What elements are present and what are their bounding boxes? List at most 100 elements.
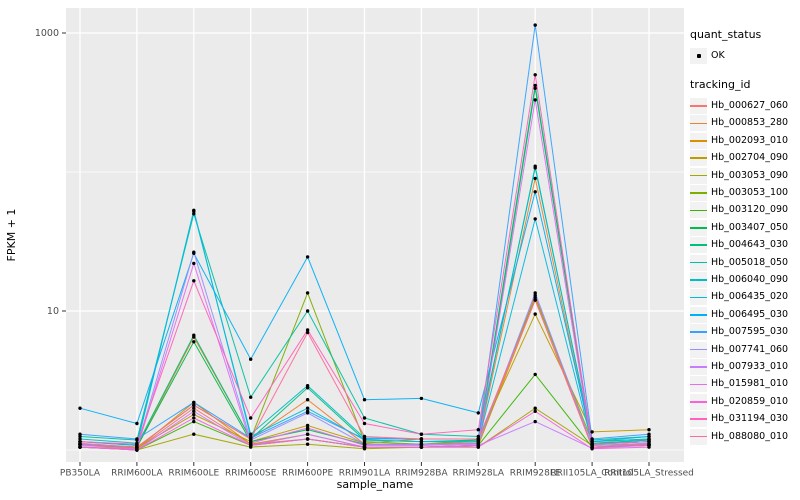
line-key-icon xyxy=(690,237,707,254)
data-point xyxy=(533,295,537,300)
legend-item-label: Hb_006040_090 xyxy=(711,273,789,285)
line-key-icon xyxy=(690,393,707,410)
line-key-icon xyxy=(690,341,707,358)
legend-item-label: Hb_015981_010 xyxy=(711,378,789,390)
data-point xyxy=(249,437,253,441)
y-axis-title: FPKM + 1 xyxy=(5,209,18,262)
legend-item-Hb_003053_100: Hb_003053_100 xyxy=(690,184,798,202)
x-tick-label: PB350LA xyxy=(60,469,101,479)
legend-item-Hb_007741_060: Hb_007741_060 xyxy=(690,341,798,358)
data-point xyxy=(533,86,537,91)
legend-item-label: Hb_004643_030 xyxy=(711,239,789,251)
data-point xyxy=(135,437,139,441)
data-point xyxy=(533,23,537,27)
line-key-icon xyxy=(690,376,707,393)
data-point xyxy=(249,395,253,399)
legend-item-label: Hb_007741_060 xyxy=(711,343,789,355)
legend-title-quant-status: quant_status xyxy=(690,28,762,41)
data-point xyxy=(476,442,480,446)
data-point xyxy=(533,372,537,377)
data-point xyxy=(192,261,196,266)
data-point xyxy=(533,419,537,424)
line-key-icon xyxy=(690,254,707,271)
legend-item-Hb_020859_010: Hb_020859_010 xyxy=(690,393,798,410)
line-key-icon xyxy=(690,411,707,428)
line-key-icon xyxy=(690,271,707,288)
legend-item-Hb_000853_280: Hb_000853_280 xyxy=(690,115,798,132)
x-tick-label: RRIM928LE xyxy=(510,469,561,479)
legend-item-label: OK xyxy=(711,49,725,61)
data-point xyxy=(305,437,310,441)
legend-item-Hb_002093_010: Hb_002093_010 xyxy=(690,132,798,149)
legend-item-label: Hb_000853_280 xyxy=(711,117,789,129)
plot-panel xyxy=(66,8,684,462)
data-point xyxy=(135,445,139,449)
data-point xyxy=(78,445,82,449)
x-axis-title: sample_name xyxy=(337,478,414,491)
data-point xyxy=(419,437,424,441)
data-point xyxy=(590,445,594,449)
data-point xyxy=(305,423,310,428)
data-point xyxy=(362,434,367,439)
data-point xyxy=(305,411,310,415)
legend-item-Hb_002704_090: Hb_002704_090 xyxy=(690,150,798,167)
legend-item-Hb_007933_010: Hb_007933_010 xyxy=(690,358,798,375)
data-point xyxy=(192,333,196,337)
x-tick-label: RRIM600LE xyxy=(168,469,219,479)
data-point xyxy=(362,421,367,426)
data-point xyxy=(533,73,537,77)
data-point xyxy=(78,441,82,445)
data-point xyxy=(533,409,537,413)
legend-item-label: Hb_020859_010 xyxy=(711,395,789,407)
data-point xyxy=(192,419,196,424)
data-point xyxy=(533,291,537,295)
data-point xyxy=(476,437,480,441)
data-point xyxy=(590,442,594,446)
legend-item-Hb_006495_030: Hb_006495_030 xyxy=(690,306,798,323)
data-point xyxy=(590,430,594,434)
data-point xyxy=(362,416,367,420)
legend-item-label: Hb_003407_050 xyxy=(711,221,789,233)
data-point xyxy=(249,416,253,420)
data-point xyxy=(305,328,310,332)
data-point xyxy=(476,428,480,432)
data-point xyxy=(476,445,480,449)
data-point xyxy=(305,426,310,430)
legend-item-label: Hb_006435_020 xyxy=(711,291,789,303)
legend-item-label: Hb_003053_090 xyxy=(711,169,789,181)
data-point xyxy=(135,421,139,426)
legend-item-label: Hb_007595_030 xyxy=(711,326,789,338)
data-point xyxy=(533,312,537,316)
data-point xyxy=(533,190,537,194)
data-point xyxy=(533,406,537,410)
data-point xyxy=(192,250,196,254)
data-point xyxy=(305,291,310,295)
legend-item-label: Hb_088080_010 xyxy=(711,430,789,442)
legend-item-Hb_000627_060: Hb_000627_060 xyxy=(690,97,798,115)
data-point xyxy=(419,432,424,436)
legend-item-Hb_007595_030: Hb_007595_030 xyxy=(690,323,798,341)
data-point xyxy=(192,416,196,420)
legend-panel: quant_status OK tracking_id Hb_000627_06… xyxy=(690,28,798,445)
line-key-icon xyxy=(690,324,707,341)
series-points-Hb_031194_030 xyxy=(78,73,651,446)
legend-item-quant-ok: OK xyxy=(690,47,798,64)
data-point xyxy=(78,406,82,410)
data-point xyxy=(305,398,310,402)
x-tick-label: RRIM928LA xyxy=(453,469,505,479)
data-point xyxy=(476,434,480,439)
data-point xyxy=(533,217,537,221)
legend-item-label: Hb_031194_030 xyxy=(711,413,789,425)
data-point xyxy=(419,396,424,401)
legend-item-label: Hb_007933_010 xyxy=(711,360,789,372)
data-point xyxy=(192,432,196,436)
data-point xyxy=(192,400,196,405)
data-point xyxy=(192,409,196,413)
data-point xyxy=(192,279,196,283)
legend-item-label: Hb_000627_060 xyxy=(711,100,789,112)
x-tick-label: RRII105LA_Control xyxy=(550,469,633,479)
legend-item-Hb_003053_090: Hb_003053_090 xyxy=(690,167,798,184)
data-point xyxy=(533,298,537,302)
data-point xyxy=(135,442,139,446)
